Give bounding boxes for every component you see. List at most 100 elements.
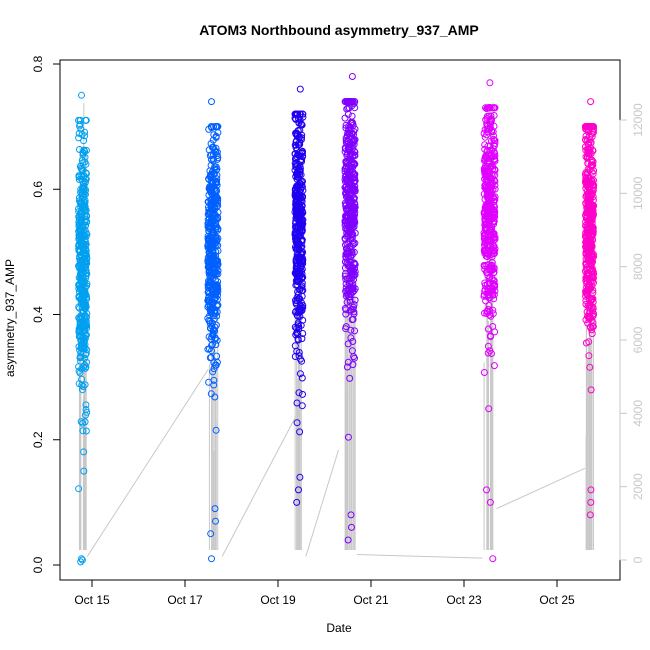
data-point <box>342 284 350 292</box>
data-point <box>212 196 220 204</box>
x-tick-label: Oct 15 <box>74 593 110 607</box>
data-point <box>587 296 595 304</box>
data-point <box>79 427 87 435</box>
data-point <box>342 213 350 221</box>
connector-line <box>357 554 483 559</box>
data-point <box>350 178 358 186</box>
data-point <box>210 229 217 236</box>
x-tick-label: Oct 19 <box>260 593 296 607</box>
y-tick-label: 0.6 <box>31 181 45 198</box>
data-point <box>81 259 89 267</box>
data-point <box>208 98 215 106</box>
data-point <box>344 291 352 299</box>
data-point <box>296 126 304 134</box>
data-point <box>78 236 86 244</box>
data-point <box>344 110 352 118</box>
data-point <box>484 342 492 350</box>
data-point <box>583 180 591 188</box>
data-point <box>585 338 593 346</box>
data-point <box>348 112 356 120</box>
data-point <box>488 350 495 357</box>
data-point <box>586 144 594 152</box>
data-point <box>587 486 595 494</box>
data-point <box>484 192 492 200</box>
data-point <box>213 260 221 268</box>
data-point <box>292 186 300 194</box>
data-point <box>588 266 596 274</box>
data-point <box>342 178 349 186</box>
chart-title: ATOM3 Northbound asymmetry_937_AMP <box>199 22 479 38</box>
data-point <box>78 340 86 348</box>
data-point <box>80 300 88 308</box>
data-point <box>489 555 497 563</box>
data-point <box>211 393 219 401</box>
data-point <box>292 281 300 289</box>
data-point <box>299 256 307 264</box>
data-point <box>298 228 306 236</box>
data-point <box>346 151 354 159</box>
data-point <box>296 85 304 93</box>
data-point <box>296 110 304 118</box>
data-point <box>205 269 213 277</box>
data-point <box>296 286 303 294</box>
data-point <box>211 165 219 173</box>
data-point <box>210 151 217 159</box>
data-point <box>584 149 592 157</box>
data-point <box>83 218 91 226</box>
data-point <box>588 226 596 234</box>
x-tick-label: Oct 25 <box>539 593 575 607</box>
data-point <box>351 229 359 237</box>
data-point <box>292 219 299 227</box>
data-point <box>484 184 492 191</box>
data-point <box>341 264 349 272</box>
data-point <box>486 211 494 219</box>
data-point <box>348 284 355 291</box>
data-point <box>296 428 304 436</box>
x-tick-label: Oct 21 <box>353 593 389 607</box>
data-point <box>344 358 352 366</box>
data-point <box>207 200 214 208</box>
data-point <box>347 98 355 106</box>
data-point <box>483 171 491 179</box>
data-point <box>491 234 499 242</box>
data-point <box>80 289 88 297</box>
data-point <box>212 163 220 171</box>
data-point <box>350 301 358 309</box>
data-point <box>78 166 86 173</box>
data-point <box>587 278 595 286</box>
data-point <box>491 247 498 255</box>
data-point <box>299 390 306 398</box>
data-point <box>348 251 356 259</box>
data-point <box>80 323 88 331</box>
data-point <box>347 326 355 334</box>
data-point <box>586 248 593 256</box>
data-point <box>83 358 91 366</box>
data-point <box>491 152 499 160</box>
data-point <box>584 270 592 278</box>
data-point <box>75 485 83 493</box>
y2-tick-label: 4000 <box>631 400 645 427</box>
data-point <box>347 283 355 291</box>
data-point <box>78 555 85 563</box>
data-point <box>76 353 84 361</box>
data-point <box>485 210 493 217</box>
data-point <box>346 219 354 227</box>
data-point <box>350 171 358 179</box>
y-axis-label: asymmetry_937_AMP <box>3 259 17 377</box>
data-point <box>483 184 491 192</box>
data-point <box>212 248 220 256</box>
data-point <box>76 257 84 265</box>
data-point <box>485 405 493 413</box>
data-point <box>295 219 303 227</box>
data-point <box>351 160 359 168</box>
data-point <box>81 250 89 258</box>
data-point <box>487 112 495 120</box>
data-point <box>490 268 498 276</box>
data-point <box>481 141 489 149</box>
data-point <box>347 334 355 342</box>
data-point <box>205 264 213 272</box>
data-point <box>298 292 306 300</box>
data-point <box>293 399 301 407</box>
data-point <box>343 250 351 258</box>
data-point <box>490 277 498 285</box>
